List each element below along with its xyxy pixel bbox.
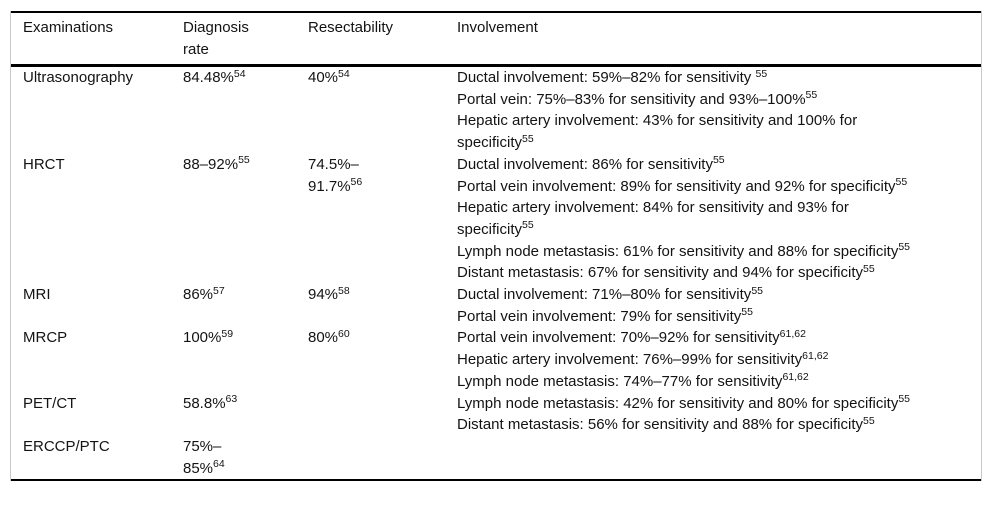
involvement-line: Lymph node metastasis: 74%–77% for sensi… xyxy=(457,371,809,390)
involvement-line: Hepatic artery involvement: 43% for sens… xyxy=(457,112,858,152)
involvement-line: Portal vein: 75%–83% for sensitivity and… xyxy=(457,89,818,108)
citation-sup: 61,62 xyxy=(779,327,806,340)
citation-sup: 57 xyxy=(213,284,225,297)
examination-cell: ERCCP/PTC xyxy=(23,437,110,455)
resectability-cell: 80%60 xyxy=(308,327,350,347)
table-row: PET/CT 58.8%63 Lymph node metastasis: 42… xyxy=(11,393,981,436)
examination-cell: HRCT xyxy=(23,155,65,173)
citation-sup: 55 xyxy=(741,306,753,319)
involvement-line: Portal vein involvement: 70%–92% for sen… xyxy=(457,327,806,347)
citation-sup: 55 xyxy=(863,414,875,427)
diagnosis-rate-cell: 58.8%63 xyxy=(183,393,238,412)
citation-sup: 58 xyxy=(338,284,350,297)
involvement-line: Portal vein involvement: 79% for sensiti… xyxy=(457,306,753,325)
examination-cell: MRCP xyxy=(23,329,68,347)
citation-sup: 61,62 xyxy=(782,371,809,384)
involvement-line: Lymph node metastasis: 42% for sensitivi… xyxy=(457,393,911,412)
table-row: HRCT 88–92%55 74.5%– 91.7%56 Ductal invol… xyxy=(11,154,981,284)
column-header-involvement: Involvement xyxy=(445,12,981,67)
examinations-table: Examinations Diagnosis rate Resectability… xyxy=(11,11,981,482)
citation-sup: 55 xyxy=(755,67,768,80)
citation-sup: 55 xyxy=(898,241,911,254)
resectability-cell xyxy=(296,393,445,436)
citation-sup: 54 xyxy=(233,67,246,80)
resectability-cell xyxy=(296,436,445,480)
resectability-cell: 40%54 xyxy=(308,67,350,86)
involvement-line: Ductal involvement: 59%–82% for sensitiv… xyxy=(457,67,768,86)
citation-sup: 55 xyxy=(863,262,875,275)
citation-sup: 55 xyxy=(805,89,818,102)
citation-sup: 55 xyxy=(522,132,534,145)
involvement-cell: Portal vein involvement: 70%–92% for sen… xyxy=(445,327,981,392)
citation-sup: 63 xyxy=(225,393,238,406)
involvement-cell: Ductal involvement: 71%–80% for sensitiv… xyxy=(445,284,981,327)
examinations-table-container: Examinations Diagnosis rate Resectability… xyxy=(10,11,982,482)
citation-sup: 56 xyxy=(350,176,363,189)
table-row: ERCCP/PTC 75%– 85%64 xyxy=(11,436,981,480)
resectability-cell: 74.5%– 91.7%56 xyxy=(308,155,363,195)
table-row: MRCP 100%59 80%60 Portal vein involvemen… xyxy=(11,327,981,392)
involvement-line: Portal vein involvement: 89% for sensiti… xyxy=(457,176,908,195)
citation-sup: 55 xyxy=(522,219,534,232)
involvement-cell: Ductal involvement: 59%–82% for sensitiv… xyxy=(445,66,981,154)
table-row: Ultrasonography 84.48%54 40%54 Ductal in… xyxy=(11,66,981,154)
citation-sup: 61,62 xyxy=(802,349,829,362)
diagnosis-rate-cell: 86%57 xyxy=(183,284,225,304)
involvement-cell: Lymph node metastasis: 42% for sensitivi… xyxy=(445,393,981,436)
citation-sup: 59 xyxy=(221,327,234,340)
citation-sup: 54 xyxy=(338,67,350,80)
diagnosis-rate-cell: 84.48%54 xyxy=(183,67,246,86)
involvement-line: Lymph node metastasis: 61% for sensitivi… xyxy=(457,241,911,260)
examination-cell: Ultrasonography xyxy=(23,69,134,86)
citation-sup: 55 xyxy=(238,154,250,167)
citation-sup: 60 xyxy=(338,327,350,340)
header-row: Examinations Diagnosis rate Resectability… xyxy=(11,12,981,67)
column-header-diagnosis-rate: Diagnosis rate xyxy=(171,12,296,67)
table-body: Ultrasonography 84.48%54 40%54 Ductal in… xyxy=(11,66,981,481)
diagnosis-rate-cell: 75%– 85%64 xyxy=(183,437,225,477)
table-header: Examinations Diagnosis rate Resectability… xyxy=(11,12,981,67)
citation-sup: 55 xyxy=(712,154,725,167)
involvement-line: Distant metastasis: 67% for sensitivity … xyxy=(457,262,875,282)
column-header-resectability: Resectability xyxy=(296,12,445,67)
involvement-cell: Ductal involvement: 86% for sensitivity5… xyxy=(445,154,981,284)
diagnosis-rate-cell: 88–92%55 xyxy=(183,154,250,173)
involvement-cell xyxy=(445,436,981,480)
resectability-cell: 94%58 xyxy=(308,284,350,304)
examination-cell: MRI xyxy=(23,286,51,304)
involvement-line: Ductal involvement: 71%–80% for sensitiv… xyxy=(457,284,763,304)
column-header-examinations: Examinations xyxy=(11,12,171,67)
diagnosis-rate-cell: 100%59 xyxy=(183,327,234,347)
citation-sup: 55 xyxy=(898,393,911,406)
involvement-line: Ductal involvement: 86% for sensitivity5… xyxy=(457,154,725,173)
examination-cell: PET/CT xyxy=(23,394,77,412)
involvement-line: Hepatic artery involvement: 76%–99% for … xyxy=(457,349,829,369)
involvement-line: Hepatic artery involvement: 84% for sens… xyxy=(457,199,849,238)
involvement-line: Distant metastasis: 56% for sensitivity … xyxy=(457,414,875,434)
citation-sup: 64 xyxy=(213,458,225,471)
citation-sup: 55 xyxy=(751,284,763,297)
table-row: MRI 86%57 94%58 Ductal involvement: 71%–… xyxy=(11,284,981,327)
citation-sup: 55 xyxy=(895,176,908,189)
